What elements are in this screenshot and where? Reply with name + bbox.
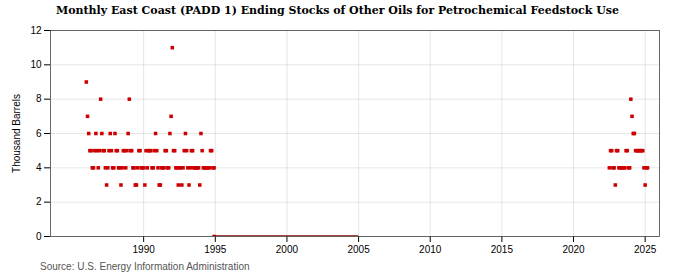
svg-text:2005: 2005 [347, 244, 370, 255]
svg-text:10: 10 [30, 59, 42, 70]
html-text:Source: U.S. Energy Informatio: Source: U.S. Energy Information Administ… [40, 261, 250, 272]
svg-text:2010: 2010 [419, 244, 442, 255]
svg-text:Thousand Barrels: Thousand Barrels [11, 94, 22, 173]
svg-text:2015: 2015 [491, 244, 514, 255]
svg-text:2025: 2025 [634, 244, 657, 255]
svg-text:2: 2 [36, 196, 42, 207]
html-text:Monthly East Coast (PADD 1) En: Monthly East Coast (PADD 1) Ending Stock… [56, 4, 619, 17]
svg-text:4: 4 [36, 162, 42, 173]
svg-text:1990: 1990 [133, 244, 156, 255]
svg-text:1995: 1995 [204, 244, 227, 255]
svg-text:0: 0 [36, 231, 42, 242]
svg-text:6: 6 [36, 128, 42, 139]
svg-text:2000: 2000 [276, 244, 299, 255]
svg-text:12: 12 [30, 25, 42, 36]
svg-text:8: 8 [36, 93, 42, 104]
svg-text:2020: 2020 [562, 244, 585, 255]
